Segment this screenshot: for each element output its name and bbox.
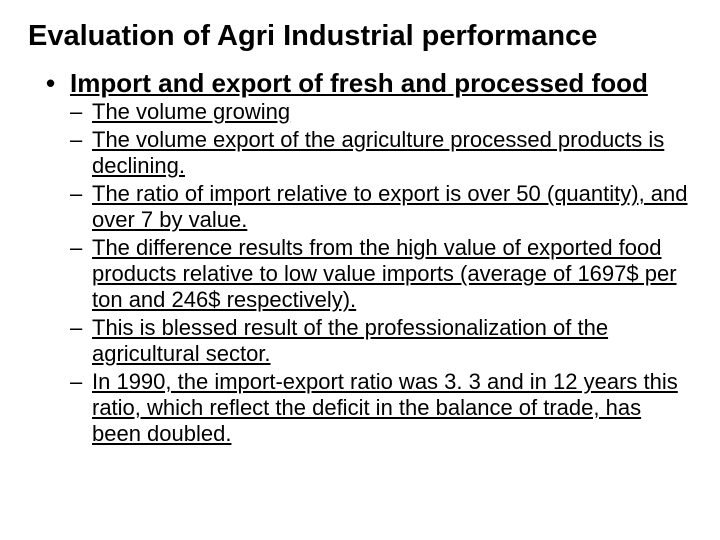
list-item: The volume export of the agriculture pro…: [70, 127, 692, 179]
list-item-label: Import and export of fresh and processed…: [70, 68, 648, 98]
list-item-label: This is blessed result of the profession…: [92, 315, 608, 366]
slide-title: Evaluation of Agri Industrial performanc…: [28, 18, 692, 54]
list-item-label: In 1990, the import-export ratio was 3. …: [92, 369, 678, 446]
list-item: The ratio of import relative to export i…: [70, 181, 692, 233]
list-item-label: The difference results from the high val…: [92, 235, 677, 312]
list-item-label: The ratio of import relative to export i…: [92, 181, 688, 232]
list-item: The difference results from the high val…: [70, 235, 692, 313]
list-item-label: The volume export of the agriculture pro…: [92, 127, 664, 178]
list-item: This is blessed result of the profession…: [70, 315, 692, 367]
list-item-label: The volume growing: [92, 99, 290, 124]
bullet-list-level1: Import and export of fresh and processed…: [28, 68, 692, 447]
slide: Evaluation of Agri Industrial performanc…: [0, 0, 720, 540]
list-item: The volume growing: [70, 99, 692, 125]
bullet-list-level2: The volume growing The volume export of …: [70, 68, 692, 447]
list-item: In 1990, the import-export ratio was 3. …: [70, 369, 692, 447]
list-item: Import and export of fresh and processed…: [46, 68, 692, 447]
